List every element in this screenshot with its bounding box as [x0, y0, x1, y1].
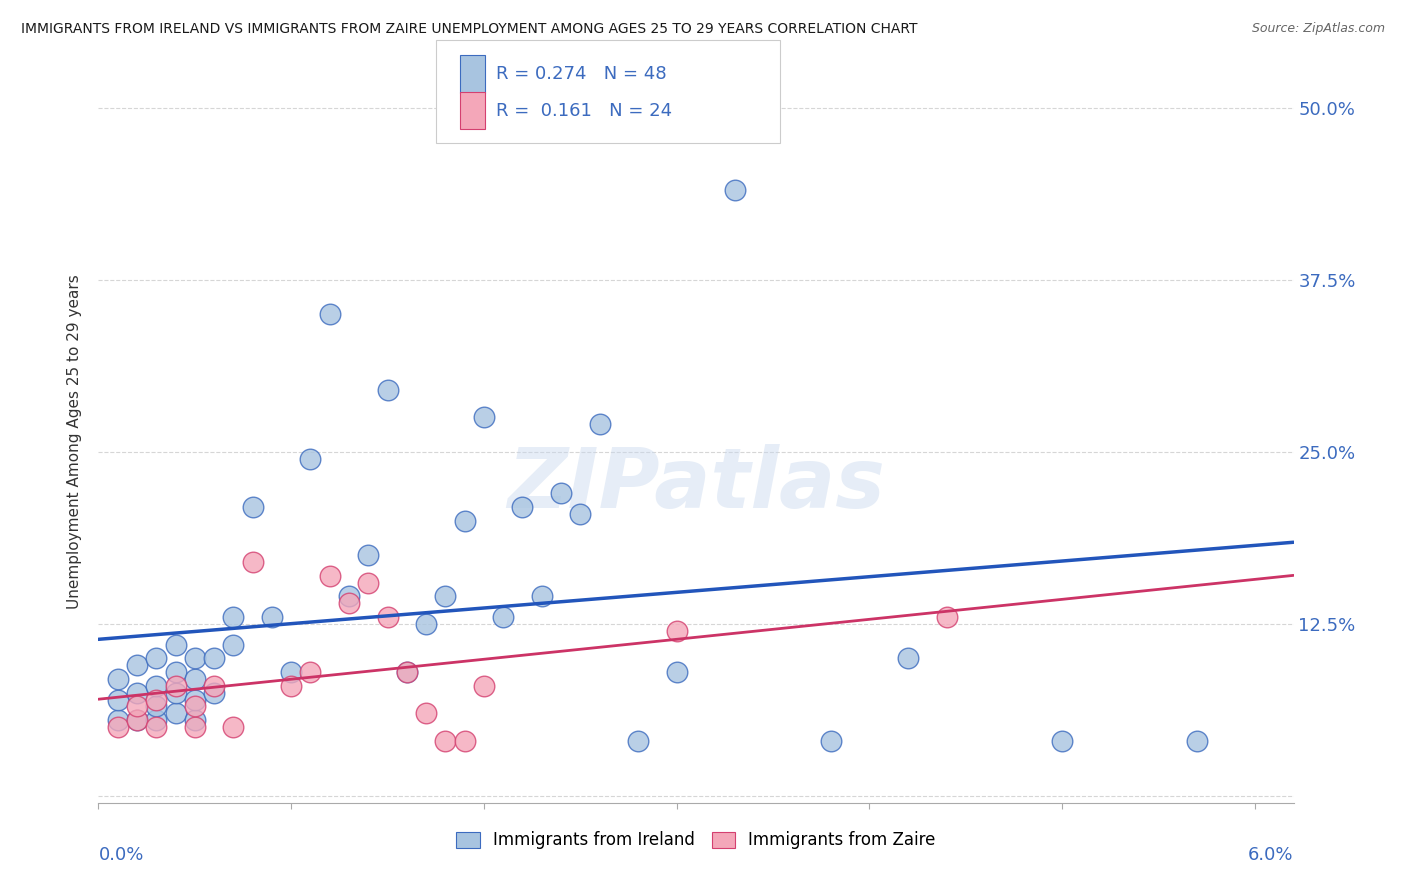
Point	[280, 679, 302, 693]
Point	[280, 665, 302, 679]
Point	[222, 610, 245, 624]
Point	[145, 679, 167, 693]
Point	[897, 651, 920, 665]
Point	[472, 410, 495, 425]
Point	[107, 692, 129, 706]
Point	[184, 651, 207, 665]
Point	[453, 734, 475, 748]
Legend: Immigrants from Ireland, Immigrants from Zaire: Immigrants from Ireland, Immigrants from…	[450, 824, 942, 856]
Point	[492, 610, 515, 624]
Point	[107, 672, 129, 686]
Point	[145, 713, 167, 727]
Point	[222, 720, 245, 734]
Point	[1185, 734, 1208, 748]
Point	[377, 610, 399, 624]
Point	[184, 699, 207, 714]
Point	[395, 665, 418, 679]
Point	[569, 507, 592, 521]
Point	[299, 665, 322, 679]
Text: R = 0.274   N = 48: R = 0.274 N = 48	[496, 65, 666, 83]
Point	[434, 590, 457, 604]
Point	[357, 575, 380, 590]
Point	[165, 686, 187, 700]
Point	[395, 665, 418, 679]
Point	[260, 610, 283, 624]
Point	[550, 486, 572, 500]
Point	[319, 568, 342, 582]
Point	[434, 734, 457, 748]
Text: ZIPatlas: ZIPatlas	[508, 444, 884, 525]
Point	[145, 720, 167, 734]
Point	[530, 590, 553, 604]
Point	[337, 596, 360, 610]
Point	[357, 548, 380, 562]
Point	[415, 706, 437, 721]
Point	[723, 183, 745, 197]
Point	[377, 383, 399, 397]
Text: 6.0%: 6.0%	[1249, 847, 1294, 864]
Point	[588, 417, 610, 432]
Point	[184, 672, 207, 686]
Point	[242, 555, 264, 569]
Point	[125, 658, 148, 673]
Point	[165, 665, 187, 679]
Point	[125, 699, 148, 714]
Point	[665, 665, 688, 679]
Point	[512, 500, 534, 514]
Point	[202, 679, 225, 693]
Point	[202, 651, 225, 665]
Point	[665, 624, 688, 638]
Text: R =  0.161   N = 24: R = 0.161 N = 24	[496, 102, 672, 120]
Y-axis label: Unemployment Among Ages 25 to 29 years: Unemployment Among Ages 25 to 29 years	[67, 274, 83, 609]
Point	[222, 638, 245, 652]
Point	[935, 610, 957, 624]
Point	[184, 692, 207, 706]
Point	[125, 713, 148, 727]
Point	[165, 679, 187, 693]
Point	[145, 699, 167, 714]
Text: IMMIGRANTS FROM IRELAND VS IMMIGRANTS FROM ZAIRE UNEMPLOYMENT AMONG AGES 25 TO 2: IMMIGRANTS FROM IRELAND VS IMMIGRANTS FR…	[21, 22, 918, 37]
Text: Source: ZipAtlas.com: Source: ZipAtlas.com	[1251, 22, 1385, 36]
Point	[337, 590, 360, 604]
Point	[145, 692, 167, 706]
Point	[453, 514, 475, 528]
Point	[125, 686, 148, 700]
Point	[1050, 734, 1073, 748]
Point	[627, 734, 650, 748]
Point	[242, 500, 264, 514]
Point	[125, 713, 148, 727]
Point	[165, 706, 187, 721]
Point	[415, 616, 437, 631]
Point	[184, 720, 207, 734]
Point	[107, 720, 129, 734]
Point	[472, 679, 495, 693]
Point	[820, 734, 842, 748]
Point	[107, 713, 129, 727]
Point	[319, 307, 342, 321]
Point	[299, 451, 322, 466]
Point	[145, 651, 167, 665]
Point	[165, 638, 187, 652]
Point	[184, 713, 207, 727]
Point	[202, 686, 225, 700]
Text: 0.0%: 0.0%	[98, 847, 143, 864]
